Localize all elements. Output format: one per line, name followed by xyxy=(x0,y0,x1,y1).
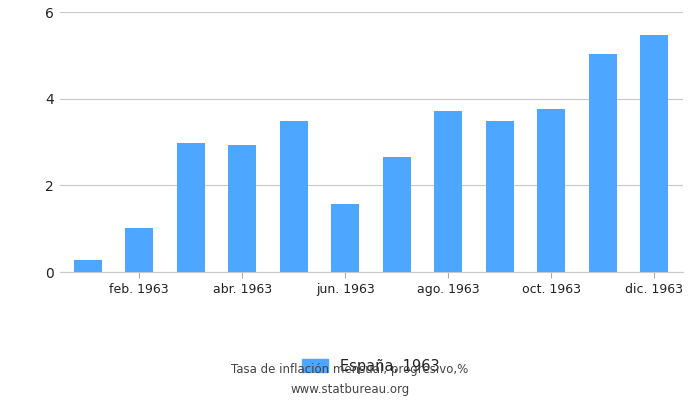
Bar xyxy=(125,228,153,272)
Bar xyxy=(537,109,566,272)
Legend: España, 1963: España, 1963 xyxy=(302,359,440,374)
Text: Tasa de inflación mensual, progresivo,%: Tasa de inflación mensual, progresivo,% xyxy=(232,364,468,376)
Bar xyxy=(74,260,102,272)
Bar xyxy=(383,157,411,272)
Bar xyxy=(279,121,308,272)
Bar xyxy=(176,143,205,272)
Text: www.statbureau.org: www.statbureau.org xyxy=(290,383,410,396)
Bar xyxy=(486,121,514,272)
Bar xyxy=(589,54,617,272)
Bar xyxy=(434,111,463,272)
Bar xyxy=(228,145,256,272)
Bar xyxy=(640,35,668,272)
Bar xyxy=(331,204,359,272)
